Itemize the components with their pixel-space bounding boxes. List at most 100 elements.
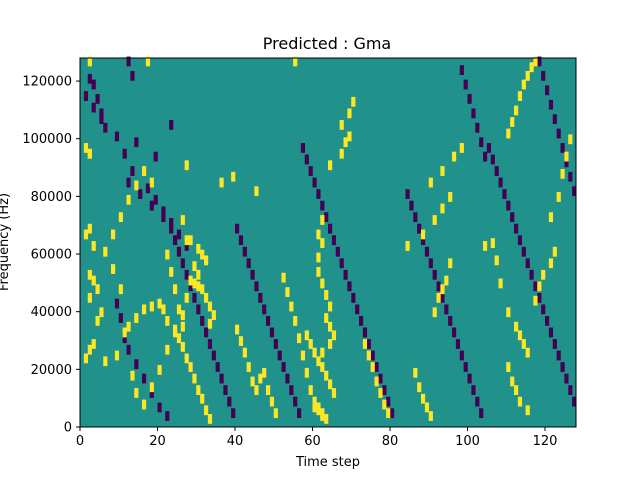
heatmap-cell-low <box>378 373 383 384</box>
heatmap-cell-high <box>320 278 325 289</box>
heatmap-cell-high <box>184 353 189 364</box>
heatmap-cell-high <box>312 402 317 413</box>
heatmap-cell-high <box>440 203 445 214</box>
heatmap-cell-high <box>118 212 123 223</box>
heatmap-cell-low <box>479 408 484 419</box>
heatmap-cell-low <box>262 304 267 315</box>
heatmap-cell-high <box>440 284 445 295</box>
heatmap-cell-high <box>91 339 96 349</box>
heatmap-cell-high <box>238 336 244 346</box>
x-axis-label: Time step <box>295 455 360 470</box>
heatmap-cell-low <box>304 154 309 165</box>
heatmap-cell-low <box>374 362 379 372</box>
x-tick-label: 0 <box>76 434 84 449</box>
heatmap-cell-low <box>351 292 356 303</box>
heatmap-cell-high <box>440 166 445 176</box>
heatmap-cell-low <box>99 108 104 119</box>
heatmap-cell-low <box>467 94 472 104</box>
heatmap-cell-high <box>254 186 259 197</box>
heatmap-cell-low <box>114 131 120 142</box>
heatmap-cell-low <box>421 235 426 246</box>
heatmap-cell-low <box>138 189 143 199</box>
heatmap-cell-high <box>328 339 333 349</box>
heatmap-cell-high <box>196 269 201 280</box>
heatmap-cell-low <box>126 56 131 67</box>
heatmap-cell-high <box>103 356 108 367</box>
x-tick-label: 100 <box>455 434 480 449</box>
heatmap-cell-low <box>564 373 569 384</box>
heatmap-cell-low <box>238 235 244 246</box>
heatmap-cell-high <box>316 267 321 277</box>
heatmap-cell-high <box>87 292 92 303</box>
heatmap-cell-high <box>149 177 154 188</box>
heatmap-cell-low <box>149 200 154 211</box>
heatmap-cell-high <box>300 350 306 361</box>
heatmap-cell-high <box>204 255 209 266</box>
heatmap-cell-low <box>452 327 457 338</box>
heatmap-cell-low <box>409 200 414 211</box>
heatmap-cell-low <box>568 171 573 182</box>
heatmap-cell-high <box>448 192 453 202</box>
heatmap-cell-low <box>269 327 275 338</box>
y-axis-label: Frequency (Hz) <box>0 193 12 291</box>
heatmap-cell-low <box>308 166 313 176</box>
heatmap-cell-low <box>153 194 158 205</box>
heatmap-cell-low <box>235 223 240 234</box>
x-tick-label: 40 <box>227 434 244 449</box>
heatmap-cell-high <box>149 301 154 312</box>
heatmap-cell-low <box>556 128 561 139</box>
heatmap-cell-low <box>192 292 197 303</box>
heatmap-cell-low <box>486 143 492 153</box>
heatmap-cell-high <box>525 70 530 81</box>
heatmap-cell-high <box>529 62 534 73</box>
heatmap-cell-high <box>552 246 557 257</box>
heatmap-cell-high <box>235 324 240 335</box>
heatmap-cell-low <box>424 246 430 257</box>
heatmap-cell-high <box>304 367 309 378</box>
heatmap-cell-low <box>246 258 251 269</box>
heatmap-cell-high <box>192 261 197 272</box>
heatmap-cell-low <box>250 269 255 280</box>
heatmap-cell-high <box>269 396 275 407</box>
heatmap-cell-high <box>459 143 464 153</box>
heatmap-cell-high <box>510 117 515 127</box>
heatmap-cell-high <box>111 229 116 240</box>
heatmap-cell-high <box>126 321 131 332</box>
heatmap-cell-low <box>87 73 92 84</box>
heatmap-cell-high <box>83 229 89 240</box>
heatmap-cell-high <box>417 382 422 393</box>
heatmap-cell-low <box>188 281 193 292</box>
heatmap-cell-low <box>568 385 573 396</box>
heatmap-cell-low <box>285 373 290 384</box>
heatmap-cell-high <box>308 385 313 396</box>
heatmap-cell-low <box>548 99 554 110</box>
heatmap-cell-high <box>207 414 213 424</box>
heatmap-cell-high <box>556 192 561 202</box>
heatmap-cell-low <box>273 339 278 349</box>
heatmap-cell-low <box>316 189 321 199</box>
heatmap-cell-low <box>312 177 317 188</box>
heatmap-cell-high <box>421 229 426 240</box>
heatmap-cell-low <box>537 56 542 67</box>
heatmap-cell-low <box>157 402 162 413</box>
heatmap-cell-low <box>231 408 236 419</box>
heatmap-cell-high <box>548 212 554 223</box>
heatmap-cell-high <box>91 241 96 251</box>
heatmap-cell-high <box>219 177 224 188</box>
heatmap-cell-low <box>483 151 488 162</box>
heatmap-cell-high <box>126 194 131 205</box>
heatmap-cell-high <box>173 327 178 338</box>
heatmap-cell-low <box>436 281 441 292</box>
heatmap-cell-low <box>564 157 569 168</box>
heatmap-cell-low <box>324 212 329 223</box>
heatmap-cell-high <box>506 307 511 318</box>
heatmap-cell-low <box>459 350 464 361</box>
heatmap-cell-high <box>413 367 418 378</box>
heatmap-cell-high <box>533 56 538 67</box>
heatmap-cell-high <box>157 298 162 309</box>
heatmap-cell-high <box>145 56 151 67</box>
heatmap-cell-low <box>219 373 224 384</box>
heatmap-cell-low <box>169 119 174 130</box>
heatmap-cell-low <box>479 137 484 148</box>
heatmap-cell-low <box>541 304 546 315</box>
